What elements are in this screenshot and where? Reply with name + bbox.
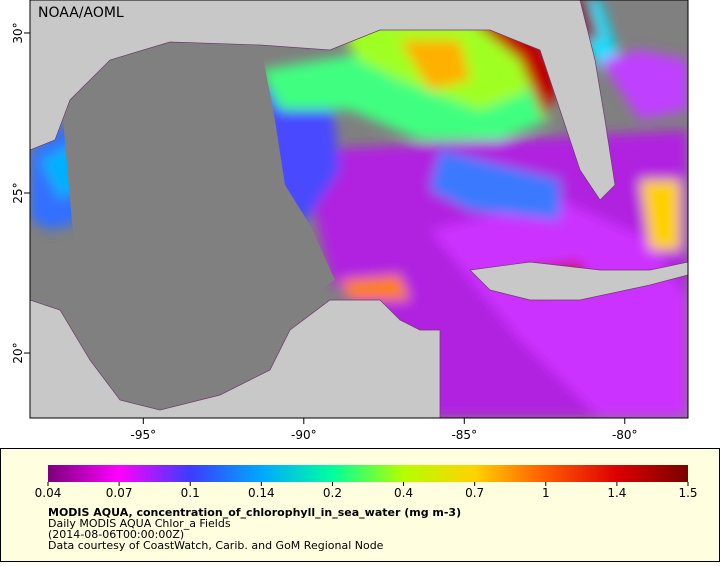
- caption-title: MODIS AQUA, concentration_of_chlorophyll…: [48, 506, 461, 519]
- credit: NOAA/AOML: [38, 5, 124, 21]
- colorbar-tick-label: 0.07: [106, 486, 133, 500]
- colorbar: [48, 465, 688, 482]
- colorbar-tick-label: 1: [542, 486, 550, 500]
- y-tick-label: 30°: [11, 22, 25, 43]
- colorbar-tick-label: 0.2: [323, 486, 342, 500]
- caption-line: Daily MODIS AQUA Chlor_a Fields: [48, 517, 231, 530]
- colorbar-tick-label: 0.04: [35, 486, 62, 500]
- y-tick-label: 20°: [11, 342, 25, 363]
- no-data-area: [62, 42, 335, 392]
- map-frame: [29, 0, 689, 419]
- x-tick-label: -90°: [291, 428, 317, 442]
- colorbar-tick-label: 0.7: [465, 486, 484, 500]
- caption-line: (2014-08-06T00:00:00Z): [48, 528, 184, 541]
- y-tick-label: 25°: [11, 182, 25, 203]
- colorbar-tick-label: 1.4: [607, 486, 626, 500]
- map-area: [30, 0, 688, 418]
- x-tick-label: -80°: [612, 428, 638, 442]
- colorbar-tick-label: 1.5: [678, 486, 697, 500]
- x-tick-label: -95°: [130, 428, 156, 442]
- land: [30, 0, 688, 418]
- colorbar-tick-label: 0.4: [394, 486, 413, 500]
- colorbar-tick-label: 0.14: [248, 486, 275, 500]
- caption-line: Data courtesy of CoastWatch, Carib. and …: [48, 539, 384, 552]
- x-tick-label: -85°: [451, 428, 477, 442]
- colorbar-tick-label: 0.1: [181, 486, 200, 500]
